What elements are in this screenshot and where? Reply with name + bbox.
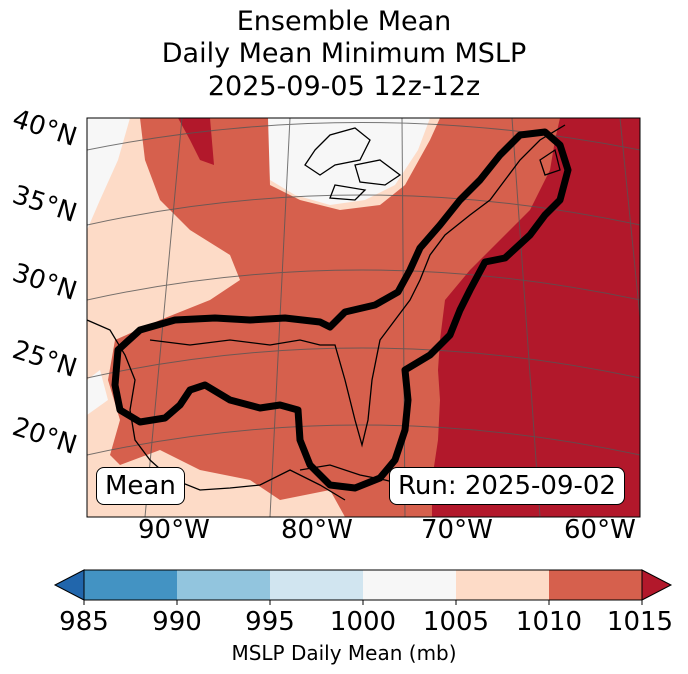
colorbar-bin-1005-1010	[456, 570, 549, 600]
pressure-contour	[111, 128, 572, 492]
lon-label-80w: 80°W	[281, 515, 353, 545]
colorbar-tick: 995	[245, 607, 295, 637]
colorbar-bin-1010-1015	[549, 570, 642, 600]
field-1000-1005-west	[87, 118, 130, 230]
colorbar-extend-high	[641, 569, 673, 601]
colorbar-bin-995-1000	[270, 570, 363, 600]
colorbar-extend-low	[53, 569, 85, 601]
run-date-box: Run: 2025-09-02	[389, 467, 625, 505]
colorbar-tick: 990	[152, 607, 202, 637]
colorbar-bin-1000-1005	[363, 570, 456, 600]
colorbar-tick: 1010	[515, 607, 583, 637]
colorbar-bin-985-990	[84, 570, 177, 600]
lon-label-60w: 60°W	[564, 515, 636, 545]
colorbar-tick: 1015	[606, 607, 674, 637]
title-line-2: Daily Mean Minimum MSLP	[161, 38, 527, 69]
pressure-field	[87, 118, 640, 517]
field-1000-1005-sw	[87, 370, 108, 415]
colorbar-tick: 1005	[422, 607, 490, 637]
colorbar-tick: 1000	[329, 607, 397, 637]
field-1000-1005-lakes	[268, 118, 430, 205]
lon-label-70w: 70°W	[421, 515, 493, 545]
title-line-3: 2025-09-05 12z-12z	[207, 71, 481, 102]
field-above-1015-east	[432, 118, 640, 517]
field-above-1015-north	[178, 118, 214, 165]
colorbar	[53, 569, 673, 605]
graticule	[87, 118, 640, 517]
mean-label-box: Mean	[96, 467, 185, 505]
title-line-1: Ensemble Mean	[236, 6, 452, 37]
colorbar-label: MSLP Daily Mean (mb)	[231, 641, 457, 665]
map-frame	[86, 117, 641, 518]
colorbar-bin-990-995	[177, 570, 270, 600]
lon-label-90w: 90°W	[138, 515, 210, 545]
colorbar-tick: 985	[59, 607, 109, 637]
